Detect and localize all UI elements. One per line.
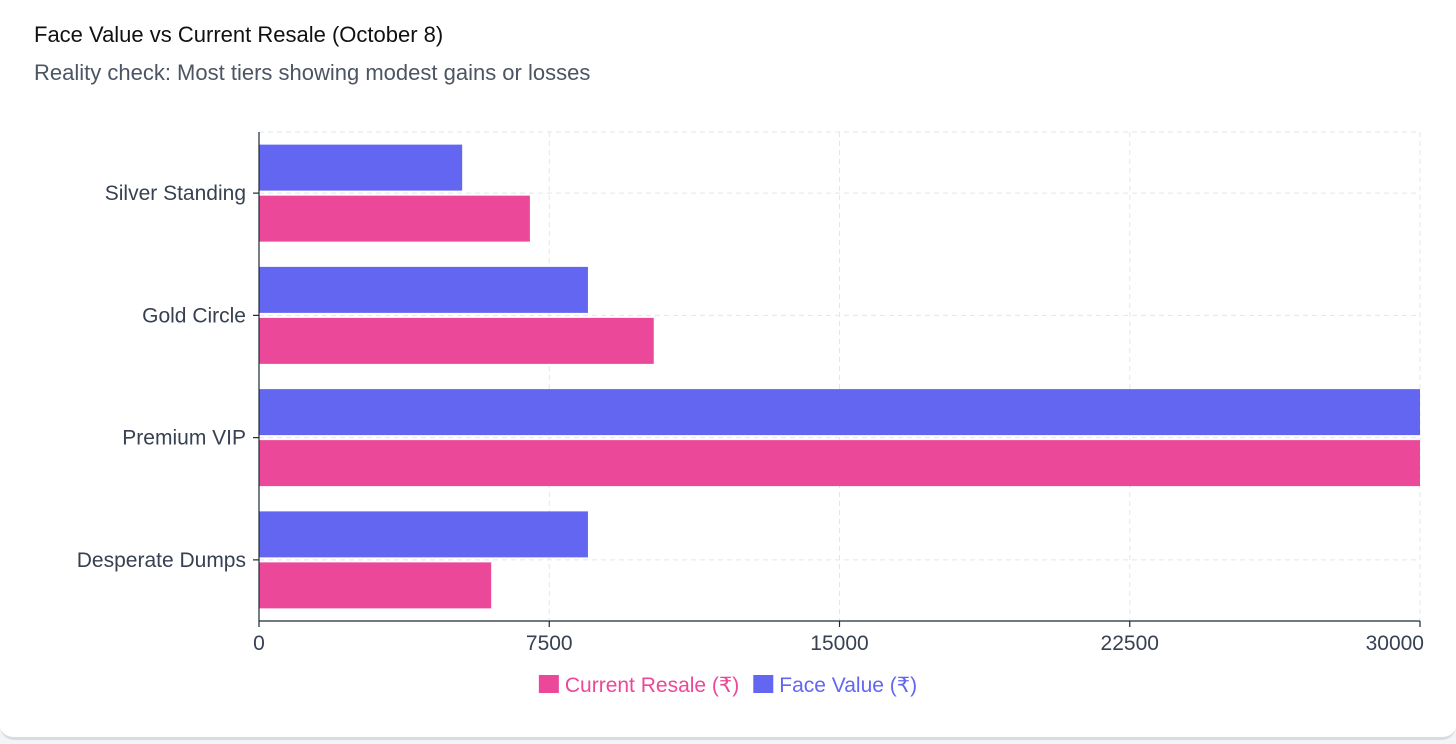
bar-face-value[interactable]: Gold Circle — Face Value (₹): 8500 bbox=[259, 266, 588, 313]
y-tick-label: Desperate Dumps bbox=[77, 549, 246, 572]
grid-lines bbox=[259, 131, 1421, 621]
legend[interactable]: Current Resale (₹) Face Value (₹) bbox=[538, 674, 917, 697]
y-tick-label: Gold Circle bbox=[142, 304, 246, 327]
x-tick-label: 0 bbox=[253, 632, 265, 655]
y-tick-label: Silver Standing bbox=[105, 182, 246, 205]
bar-face-value[interactable]: Premium VIP — Face Value (₹): 30000 bbox=[259, 389, 1420, 436]
x-tick-label: 7500 bbox=[526, 632, 573, 655]
legend-label[interactable]: Face Value (₹) bbox=[779, 674, 917, 697]
bar-current-resale[interactable]: Silver Standing — Current Resale (₹): 70… bbox=[259, 195, 530, 242]
axes: Silver Standing Gold Circle Premium VIP Des… bbox=[77, 132, 1424, 655]
bar-current-resale[interactable]: Premium VIP — Current Resale (₹): 30000 bbox=[259, 440, 1420, 487]
bar-current-resale[interactable]: Desperate Dumps — Current Resale (₹): 60… bbox=[259, 562, 492, 609]
bar-current-resale[interactable]: Gold Circle — Current Resale (₹): 10200 bbox=[259, 317, 654, 364]
chart-title: Face Value vs Current Resale (October 8) bbox=[34, 22, 444, 47]
chart-subtitle: Reality check: Most tiers showing modest… bbox=[34, 60, 591, 85]
bars: Silver Standing — Face Value (₹): 5250Si… bbox=[259, 144, 1420, 609]
legend-swatch[interactable] bbox=[753, 675, 774, 693]
legend-swatch[interactable] bbox=[538, 675, 559, 693]
x-tick-label: 22500 bbox=[1101, 632, 1159, 655]
y-tick-label: Premium VIP bbox=[122, 427, 246, 450]
bar-face-value[interactable]: Silver Standing — Face Value (₹): 5250 bbox=[259, 144, 463, 191]
legend-label[interactable]: Current Resale (₹) bbox=[565, 674, 739, 697]
x-tick-label: 30000 bbox=[1366, 632, 1424, 655]
bar-face-value[interactable]: Desperate Dumps — Face Value (₹): 8500 bbox=[259, 511, 588, 558]
x-tick-label: 15000 bbox=[810, 632, 868, 655]
